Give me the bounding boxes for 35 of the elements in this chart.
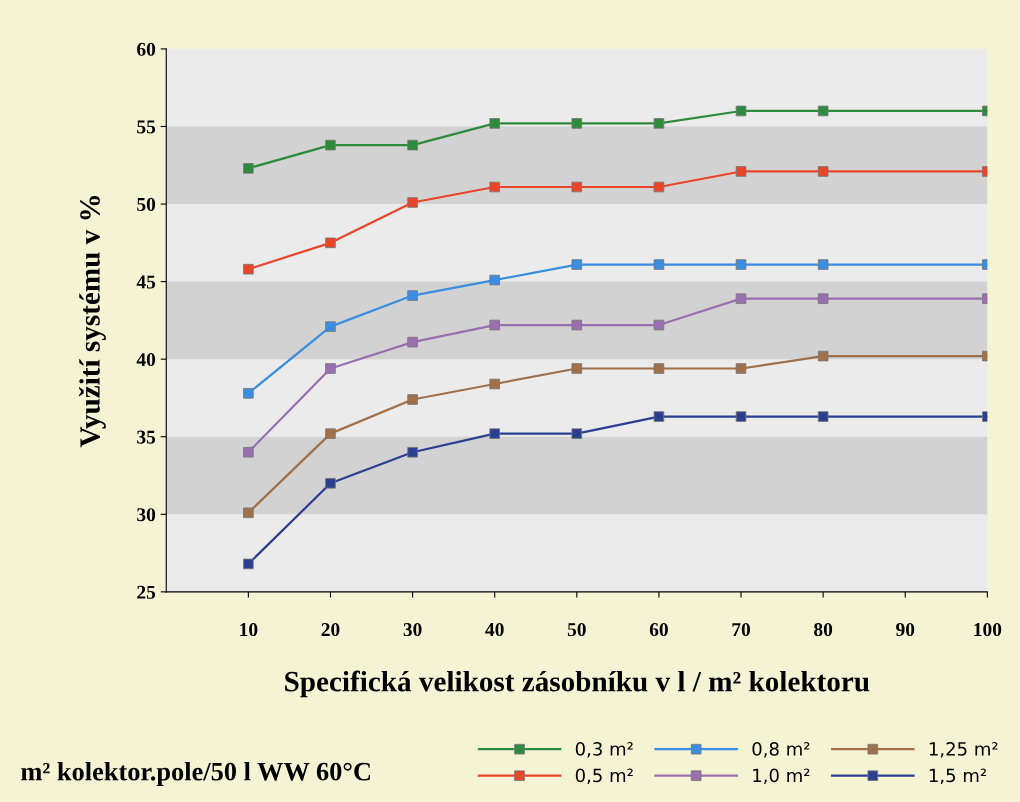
- text: m² kolektor.pole/50 l WW 60°C: [21, 761, 370, 786]
- y-tick-label: 35: [137, 430, 156, 444]
- legend-label: 0,8 m²: [752, 742, 810, 758]
- legend-label: 0,3 m²: [575, 742, 633, 758]
- x-tick-label: 20: [321, 622, 340, 637]
- y-tick-label: 55: [137, 120, 156, 134]
- x-axis-title: Specifická velikost zásobníku v l / m² kolektoru: [285, 670, 870, 698]
- x-tick-label: 70: [732, 622, 751, 637]
- point: [489, 319, 500, 331]
- x-tick-label: 80: [814, 622, 833, 637]
- x-tick-label: 50: [567, 622, 586, 637]
- x-tick-label: 10: [240, 622, 258, 637]
- legend-label: 1,5 m²: [929, 768, 987, 785]
- y-axis-title: Využití systému v %: [78, 196, 106, 448]
- point: [817, 350, 829, 362]
- y-tick-label: 60: [137, 42, 156, 56]
- legend-label: 1,25 m²: [929, 742, 998, 758]
- y-tick-label: 30: [137, 508, 156, 522]
- y-tick-label: 45: [136, 275, 156, 289]
- point: [489, 274, 500, 286]
- point: [571, 181, 583, 193]
- x-tick-label: 60: [649, 622, 668, 637]
- point: [571, 428, 583, 439]
- y-tick-label: 50: [137, 197, 156, 211]
- point: [653, 319, 665, 331]
- y-tick-label: 25: [137, 585, 156, 599]
- x-tick-label: 40: [485, 622, 504, 637]
- x-tick-label: 100: [974, 622, 1002, 637]
- point: [817, 105, 829, 117]
- point: [489, 181, 500, 193]
- legend-label: 1,0 m²: [753, 768, 810, 785]
- x-tick-label: 90: [896, 622, 915, 637]
- y-tick-label: 40: [136, 353, 156, 367]
- legend-label: 0,5 m²: [575, 768, 633, 785]
- x-tick-label: 30: [403, 622, 422, 637]
